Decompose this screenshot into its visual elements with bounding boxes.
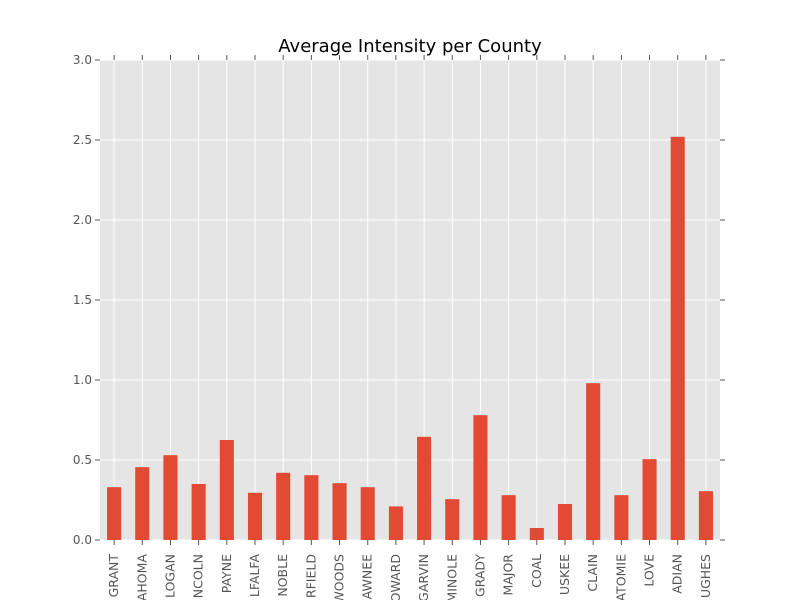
x-tick-label: UGHES bbox=[698, 554, 713, 598]
bar-grady bbox=[473, 415, 488, 540]
x-tick-labels: GRANT AHOMA LOGAN NCOLN PAYNE LFALFA NOBLE RFIE… bbox=[106, 554, 713, 600]
bar-lincoln bbox=[191, 484, 206, 540]
bar-garfield bbox=[304, 475, 319, 540]
bar-woodward bbox=[388, 506, 403, 540]
bar-pottawatomie bbox=[614, 495, 629, 540]
bar-noble bbox=[276, 472, 291, 540]
bar-okmulgee bbox=[557, 504, 573, 540]
bar-alfalfa bbox=[247, 492, 263, 540]
x-tick-label: GRANT bbox=[106, 554, 121, 598]
bar-garvin bbox=[417, 436, 432, 540]
x-tick-label: USKEE bbox=[557, 554, 572, 595]
y-tick-label: 3.0 bbox=[73, 53, 92, 67]
bar-seminole bbox=[445, 499, 460, 540]
y-tick-label: 2.5 bbox=[73, 133, 92, 147]
y-tick-label: 0.0 bbox=[73, 533, 92, 547]
x-tick-label: AWNEE bbox=[360, 554, 375, 599]
x-tick-label: OWARD bbox=[388, 554, 403, 600]
x-tick-label: AHOMA bbox=[134, 554, 149, 600]
x-tick-label: LOGAN bbox=[162, 554, 177, 598]
y-tick-label: 0.5 bbox=[73, 453, 92, 467]
grid-lines bbox=[100, 59, 720, 541]
x-tick-label: WOODS bbox=[332, 554, 347, 600]
x-tick-label: MINOLE bbox=[444, 554, 459, 600]
x-tick-label: NCOLN bbox=[191, 554, 206, 598]
y-tick-label: 1.0 bbox=[73, 373, 92, 387]
x-tick-label: LFALFA bbox=[247, 554, 262, 598]
x-tick-label: COAL bbox=[529, 554, 544, 588]
bar-canadian bbox=[670, 136, 685, 541]
bar-oklahoma bbox=[135, 467, 150, 540]
y-tick-label: 2.0 bbox=[73, 213, 92, 227]
x-tick-label: NOBLE bbox=[275, 554, 290, 597]
chart-title: Average Intensity per County bbox=[278, 36, 542, 57]
x-tick-label: ATOMIE bbox=[613, 554, 628, 600]
bars bbox=[107, 136, 713, 541]
x-tick-label: ADIAN bbox=[670, 554, 685, 594]
x-tick-label: LOVE bbox=[642, 554, 657, 587]
axis-ticks bbox=[95, 55, 725, 545]
bar-grant bbox=[107, 487, 122, 540]
bar-mcclain bbox=[586, 383, 601, 540]
x-tick-label: MAJOR bbox=[501, 554, 516, 596]
bar-love bbox=[642, 459, 657, 540]
bar-hughes bbox=[698, 491, 713, 540]
bar-logan bbox=[163, 455, 178, 540]
y-tick-label: 1.5 bbox=[73, 293, 92, 307]
y-tick-labels: 0.0 0.5 1.0 1.5 2.0 2.5 3.0 bbox=[73, 53, 92, 547]
bar-coal bbox=[529, 528, 544, 540]
x-tick-label: GRADY bbox=[472, 554, 487, 597]
x-tick-label: PAYNE bbox=[219, 554, 234, 593]
bar-pawnee bbox=[360, 487, 375, 540]
bar-payne bbox=[219, 440, 234, 540]
x-tick-label: GARVIN bbox=[416, 554, 431, 600]
x-tick-label: CLAIN bbox=[585, 554, 600, 592]
bar-woods bbox=[332, 483, 347, 540]
bar-major bbox=[501, 495, 516, 540]
x-tick-label: RFIELD bbox=[303, 554, 318, 598]
